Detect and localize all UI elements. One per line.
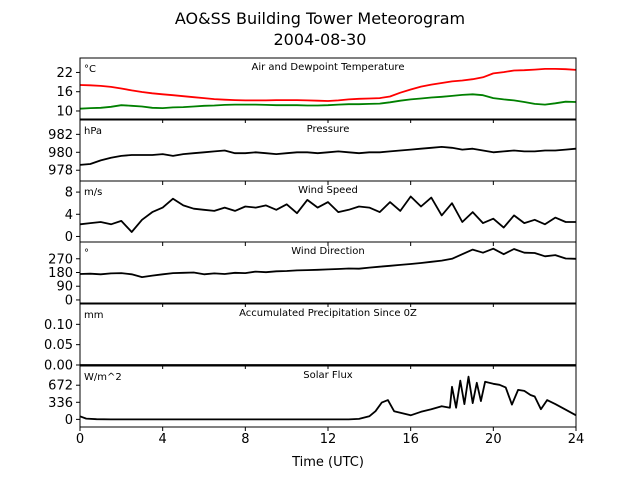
panel-5: 0.00 0.05 0.10 mm Accumulated Precipitation … — [44, 303, 577, 374]
figure-title-line1: AO&SS Building Tower Meteorogram — [175, 9, 465, 28]
series-line-1-2 — [79, 93, 577, 110]
y-tick-label: 22 — [56, 66, 73, 81]
panel-title: Solar Flux — [303, 370, 353, 381]
panel-unit-label: hPa — [84, 126, 102, 137]
panel-title: Accumulated Precipitation Since 0Z — [239, 308, 417, 319]
x-tick-label: 0 — [76, 432, 84, 447]
time-axis: 0 4 8 12 16 20 24 — [76, 432, 584, 447]
x-axis-label: Time (UTC) — [291, 455, 364, 470]
figure-title-line2: 2004-08-30 — [274, 30, 367, 49]
y-tick-label: 672 — [48, 379, 73, 394]
series-line-4-1 — [79, 247, 577, 279]
panel-title: Air and Dewpoint Temperature — [252, 62, 405, 73]
panel-title: Wind Speed — [298, 185, 358, 196]
series-line-2-1 — [79, 145, 577, 166]
panel-3: 0 4 8 m/s Wind Speed — [65, 180, 577, 246]
y-tick-label: 0.10 — [44, 318, 73, 333]
y-tick-label: 8 — [65, 186, 73, 201]
x-tick-label: 4 — [159, 432, 167, 447]
y-tick-label: 270 — [48, 252, 73, 267]
panel-2: 978 980 982 hPa Pressure — [48, 119, 577, 185]
panel-title: Pressure — [307, 124, 350, 135]
y-tick-label: 0.00 — [44, 359, 73, 374]
x-tick-label: 20 — [485, 432, 502, 447]
y-tick-label: 0.05 — [44, 338, 73, 353]
y-tick-label: 982 — [48, 128, 73, 143]
panel-unit-label: W/m^2 — [84, 372, 122, 383]
y-tick-label: 978 — [48, 164, 73, 179]
x-tick-label: 24 — [568, 432, 585, 447]
panel-6: 0 336 672 W/m^2 Solar Flux — [48, 365, 577, 431]
panel-title: Wind Direction — [291, 246, 365, 257]
series-line-6-1 — [79, 375, 577, 421]
y-tick-label: 16 — [56, 85, 73, 100]
y-tick-label: 980 — [48, 146, 73, 161]
y-tick-label: 0 — [65, 293, 73, 308]
panel-1: 10 16 22 °C Air and Dewpoint Temperature — [56, 57, 577, 123]
y-tick-label: 0 — [65, 413, 73, 428]
series-line-3-1 — [79, 195, 576, 233]
y-tick-label: 180 — [48, 266, 73, 281]
y-tick-label: 4 — [65, 208, 73, 223]
panel-unit-label: ° — [84, 248, 89, 259]
y-tick-label: 0 — [65, 230, 73, 245]
panel-unit-label: m/s — [84, 187, 102, 198]
y-tick-label: 10 — [56, 104, 73, 119]
x-tick-label: 12 — [320, 432, 337, 447]
panel-unit-label: °C — [84, 64, 96, 75]
y-tick-label: 336 — [48, 396, 73, 411]
panel-unit-label: mm — [84, 310, 103, 321]
x-tick-label: 8 — [241, 432, 249, 447]
y-tick-label: 90 — [56, 280, 73, 295]
x-tick-label: 16 — [402, 432, 419, 447]
series-line-1-1 — [79, 68, 577, 102]
